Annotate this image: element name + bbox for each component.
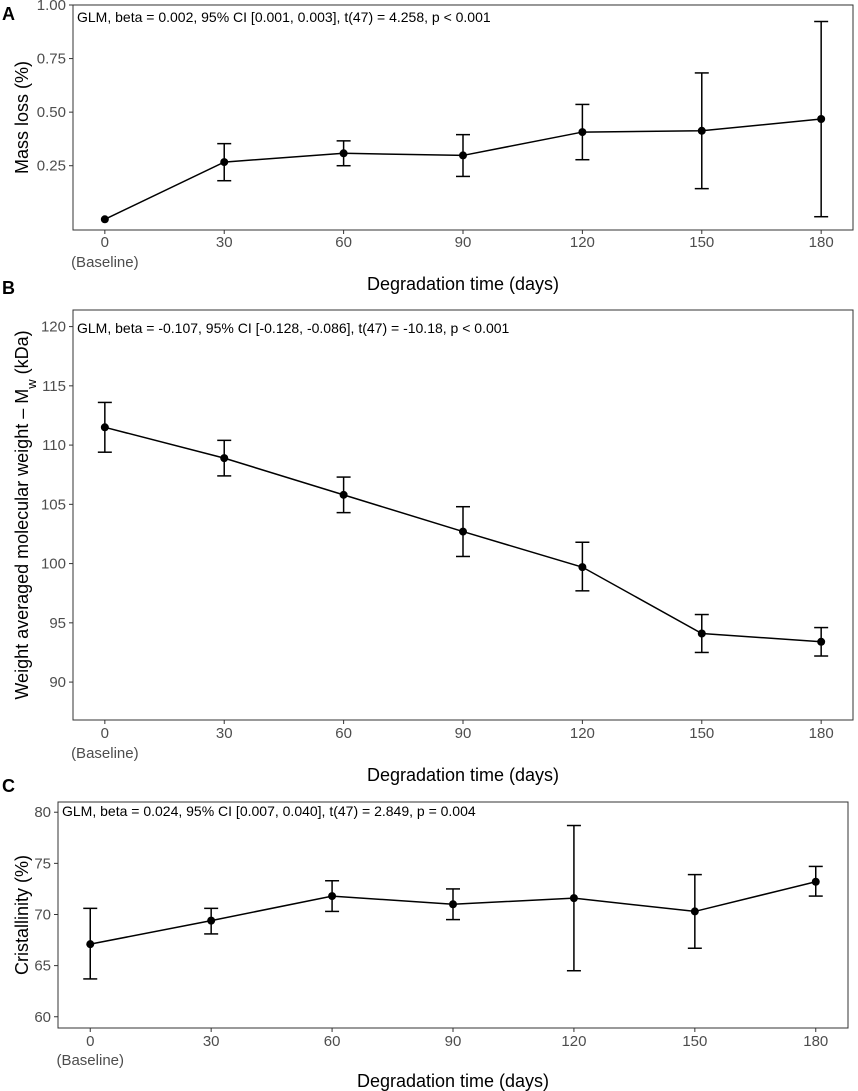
chart-a-frame <box>72 4 854 231</box>
chart-a-panel: 0.25 0.50 0.75 1.00 0 30 60 90 120 150 180 (Baselin… <box>2 0 854 294</box>
chart-c-y-tick-label: 65 <box>34 958 51 975</box>
chart-b-y-axis-title-main: Weight averaged molecular weight – M <box>12 389 32 700</box>
chart-a-x-tick-label: 30 <box>216 234 233 251</box>
chart-a-y-tick-label: 1.00 <box>37 0 66 14</box>
chart-b-annotation: GLM, beta = -0.107, 95% CI [-0.128, -0.0… <box>77 320 510 336</box>
chart-c-x-tick-label: 30 <box>203 1033 220 1050</box>
chart-a-x-tick-sublabel: (Baseline) <box>71 254 139 271</box>
chart-c-y-tick-label: 80 <box>34 804 51 821</box>
chart-b-data-point <box>697 629 706 638</box>
chart-c-x-tick-label: 120 <box>561 1033 586 1050</box>
chart-b-x-tick-label: 60 <box>335 725 352 742</box>
chart-a-panel-letter: A <box>2 4 15 24</box>
chart-b-y-axis-title: Weight averaged molecular weight – Mw (k… <box>12 330 39 699</box>
chart-b-y-tick-label: 95 <box>49 615 66 632</box>
chart-b-data-point <box>459 527 467 536</box>
chart-c-data-point <box>207 916 216 925</box>
chart-a-x-axis-title: Degradation time (days) <box>367 274 559 294</box>
chart-c-data-point <box>86 940 95 949</box>
chart-b-y-tick-label: 115 <box>42 378 66 395</box>
chart-b-x-tick-label: 0 <box>101 725 109 742</box>
chart-c-x-tick-label: 60 <box>324 1033 341 1050</box>
chart-c-data-point <box>811 877 820 886</box>
chart-a-data-point <box>339 149 348 158</box>
chart-b-data-point <box>100 423 109 432</box>
chart-c-x-axis-title: Degradation time (days) <box>357 1071 549 1091</box>
chart-c-data-point <box>569 894 578 903</box>
chart-a-annotation: GLM, beta = 0.002, 95% CI [0.001, 0.003]… <box>77 9 491 25</box>
chart-c-panel-letter: C <box>2 776 15 796</box>
chart-a-x-tick-label: 0 <box>101 234 109 251</box>
chart-a-data-point <box>817 115 826 123</box>
chart-a-y-tick-label: 0.50 <box>37 104 66 121</box>
chart-c-x-tick-label: 180 <box>803 1033 828 1050</box>
chart-c-data-point <box>328 892 337 901</box>
chart-c-data-point <box>449 900 457 909</box>
chart-c-x-tick-label: 150 <box>682 1033 707 1050</box>
chart-b-data-point <box>339 490 348 499</box>
chart-b-x-tick-label: 180 <box>809 725 834 742</box>
chart-b-x-tick-label: 120 <box>570 725 595 742</box>
chart-b-y-tick-label: 105 <box>41 496 66 513</box>
chart-c-y-tick-label: 70 <box>34 906 51 923</box>
chart-a-y-tick-label: 0.75 <box>37 51 66 68</box>
chart-b-y-axis-title-suffix: (kDa) <box>12 330 32 379</box>
chart-a-x-tick-label: 60 <box>335 234 352 251</box>
chart-c-data-point <box>690 907 699 916</box>
chart-c-y-axis-title: Cristallinity (%) <box>12 855 32 975</box>
chart-b-y-axis-title-subscript: w <box>24 379 39 390</box>
chart-a-y-axis-title: Mass loss (%) <box>12 61 32 174</box>
chart-b-x-tick-label: 150 <box>689 725 714 742</box>
chart-a-data-point <box>697 126 706 135</box>
chart-b-panel-letter: B <box>2 278 15 298</box>
chart-b-x-tick-sublabel: (Baseline) <box>71 745 139 762</box>
chart-a-x-tick-label: 150 <box>689 234 714 251</box>
chart-a-data-point <box>220 158 229 167</box>
chart-b-y-tick-label: 100 <box>41 556 66 573</box>
chart-c-y-tick-label: 75 <box>34 855 51 872</box>
chart-c-x-tick-sublabel: (Baseline) <box>56 1052 124 1069</box>
chart-a-y-axis-title-main: Mass loss (%) <box>12 61 32 174</box>
chart-a-data-point <box>578 128 587 137</box>
chart-b-x-tick-label: 90 <box>455 725 472 742</box>
chart-b-panel: 90 95 100 105 110 115 120 0 30 60 90 120 150 180 (Base… <box>2 278 854 785</box>
chart-b-data-point <box>220 454 229 463</box>
chart-b-y-tick-label: 120 <box>41 319 66 336</box>
chart-a-x-tick-label: 90 <box>455 234 472 251</box>
chart-a-x-tick-label: 180 <box>809 234 834 251</box>
chart-a-y-tick-label: 0.25 <box>37 158 66 175</box>
chart-c-y-axis-title-main: Cristallinity (%) <box>12 855 32 975</box>
chart-c-panel: 60 65 70 75 80 0 30 60 90 120 150 180 (Baseline) Degr… <box>2 776 849 1091</box>
chart-b-data-point <box>578 563 587 572</box>
chart-c-x-tick-label: 0 <box>86 1033 94 1050</box>
chart-b-x-tick-label: 30 <box>216 725 233 742</box>
chart-b-y-tick-label: 90 <box>49 674 66 691</box>
chart-c-annotation: GLM, beta = 0.024, 95% CI [0.007, 0.040]… <box>62 803 476 819</box>
chart-c-y-tick-label: 60 <box>34 1009 51 1026</box>
chart-a-data-point <box>459 151 467 160</box>
chart-b-y-tick-label: 110 <box>42 437 66 454</box>
chart-a-x-tick-label: 120 <box>570 234 595 251</box>
chart-c-x-tick-label: 90 <box>445 1033 462 1050</box>
chart-b-data-point <box>817 637 826 646</box>
chart-b-x-axis-title: Degradation time (days) <box>367 765 559 785</box>
chart-a-data-point <box>100 215 109 224</box>
